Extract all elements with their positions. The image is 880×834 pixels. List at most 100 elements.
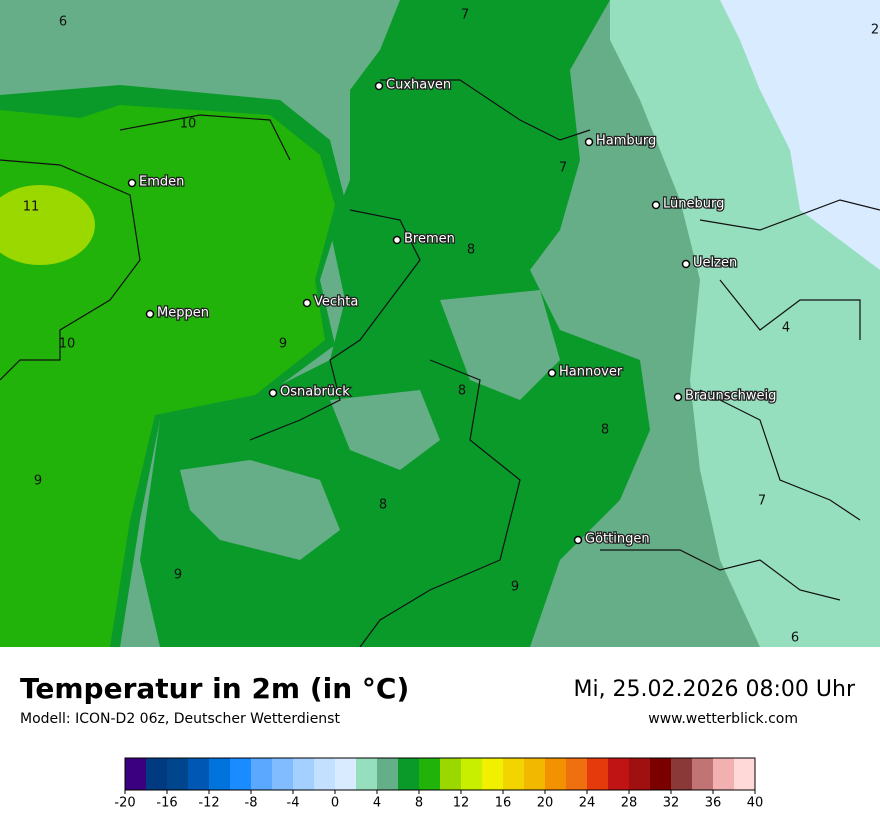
colorbar-cell xyxy=(188,758,210,790)
isotherm-label: 8 xyxy=(458,384,466,399)
colorbar-cell xyxy=(377,758,399,790)
city-label: Hamburg xyxy=(596,134,656,149)
colorbar-cell xyxy=(692,758,714,790)
colorbar-cell xyxy=(167,758,189,790)
city-dot xyxy=(127,178,137,188)
colorbar-cell xyxy=(713,758,735,790)
isotherm-label: 9 xyxy=(34,474,42,489)
colorbar-cell xyxy=(125,758,147,790)
colorbar-cell xyxy=(524,758,546,790)
isotherm-label: 7 xyxy=(758,494,766,509)
city-label: Lüneburg xyxy=(663,197,724,212)
colorbar-cell xyxy=(335,758,357,790)
colorbar-tick-label: 8 xyxy=(415,796,423,811)
website: www.wetterblick.com xyxy=(648,711,798,727)
map xyxy=(0,0,880,648)
city-dot xyxy=(681,259,691,269)
colorbar-cell xyxy=(587,758,609,790)
isotherm-label: 7 xyxy=(461,8,469,23)
subtitle: Modell: ICON-D2 06z, Deutscher Wetterdie… xyxy=(20,711,340,727)
isotherm-label: 10 xyxy=(59,337,76,352)
colorbar-tick-label: 4 xyxy=(373,796,381,811)
isotherm-label: 10 xyxy=(180,117,197,132)
colorbar-frame xyxy=(124,757,756,791)
colorbar-cell xyxy=(419,758,441,790)
isotherm-label: 8 xyxy=(467,243,475,258)
city-label: Göttingen xyxy=(585,532,650,547)
region xyxy=(440,290,560,400)
colorbar-tick-label: -16 xyxy=(156,796,177,811)
colorbar-tick-label: 0 xyxy=(331,796,339,811)
colorbar-cell xyxy=(314,758,336,790)
colorbar-tick-label: -8 xyxy=(245,796,258,811)
city-label: Bremen xyxy=(404,232,455,247)
colorbar-tick-label: 12 xyxy=(453,796,470,811)
city-label: Vechta xyxy=(314,295,358,310)
colorbar-cell xyxy=(293,758,315,790)
colorbar-cell xyxy=(209,758,231,790)
city-label: Uelzen xyxy=(693,256,737,271)
colorbar-tick-label: 16 xyxy=(495,796,512,811)
isotherm-label: 6 xyxy=(59,15,67,30)
city-dot xyxy=(651,200,661,210)
city-label: Braunschweig xyxy=(685,389,776,404)
city-dot xyxy=(673,392,683,402)
colorbar-cell xyxy=(566,758,588,790)
colorbar-cell xyxy=(650,758,672,790)
isotherm-label: 4 xyxy=(782,321,790,336)
colorbar-cell xyxy=(398,758,420,790)
colorbar-cell xyxy=(356,758,378,790)
colorbar-tick-label: 32 xyxy=(663,796,680,811)
colorbar-tick-label: 40 xyxy=(747,796,764,811)
colorbar-cell xyxy=(440,758,462,790)
isotherm-label: 9 xyxy=(511,580,519,595)
city-label: Hannover xyxy=(559,365,623,380)
city-dot xyxy=(584,137,594,147)
city-dot xyxy=(302,298,312,308)
colorbar-tick-label: 28 xyxy=(621,796,638,811)
city-label: Cuxhaven xyxy=(386,78,451,93)
colorbar-tick-label: -20 xyxy=(114,796,135,811)
isotherm-label: 8 xyxy=(379,498,387,513)
isotherm-label: 7 xyxy=(559,161,567,176)
isotherm-label: 8 xyxy=(601,423,609,438)
colorbar-cell xyxy=(608,758,630,790)
title: Temperatur in 2m (in °C) xyxy=(20,672,409,705)
colorbar-tick-label: -12 xyxy=(198,796,219,811)
isotherm-label: 2 xyxy=(871,23,879,38)
colorbar-cell xyxy=(272,758,294,790)
isotherm-label: 11 xyxy=(23,200,40,215)
city-dot xyxy=(374,81,384,91)
colorbar-cell xyxy=(251,758,273,790)
datetime: Mi, 25.02.2026 08:00 Uhr xyxy=(573,677,855,702)
region xyxy=(330,390,440,470)
colorbar-tick-label: 36 xyxy=(705,796,722,811)
labels: Cuxhaven Hamburg Emden Lüneburg Bremen Uelzen… xyxy=(23,8,879,646)
isotherm-label: 6 xyxy=(791,631,799,646)
colorbar-cell xyxy=(671,758,693,790)
city-label: Meppen xyxy=(157,306,209,321)
border xyxy=(0,79,880,648)
isotherm-label: 9 xyxy=(174,568,182,583)
city-dot xyxy=(392,235,402,245)
colorbar-tick-label: 20 xyxy=(537,796,554,811)
colorbar-tick-label: -4 xyxy=(287,796,300,811)
city-label: Osnabrück xyxy=(280,385,350,400)
colorbar-cell xyxy=(503,758,525,790)
city-dot xyxy=(573,535,583,545)
city-dot xyxy=(145,309,155,319)
footer-bg xyxy=(0,647,880,830)
colorbar-cell xyxy=(482,758,504,790)
colorbar-tick-label: 24 xyxy=(579,796,596,811)
region xyxy=(180,460,340,560)
city-dot xyxy=(547,368,557,378)
colorbar-cell xyxy=(629,758,651,790)
colorbar-cell xyxy=(734,758,756,790)
isotherm-label: 9 xyxy=(279,337,287,352)
region xyxy=(720,0,880,270)
colorbar-cell xyxy=(461,758,483,790)
colorbar-cell xyxy=(230,758,252,790)
colorbar-cell xyxy=(545,758,567,790)
